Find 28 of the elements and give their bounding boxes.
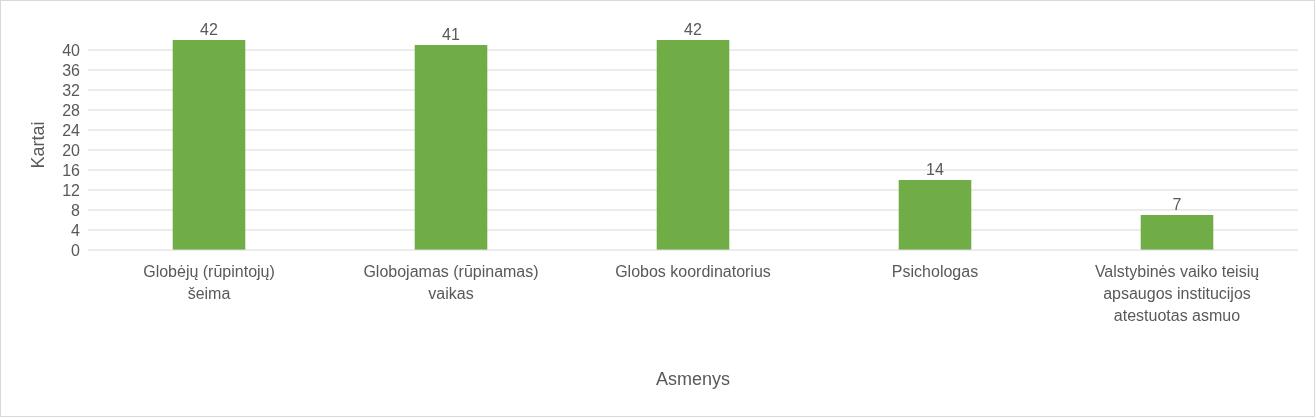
y-tick-label: 28	[62, 101, 81, 119]
data-label: 7	[1172, 196, 1182, 213]
x-tick-label: Globojamas (rūpinamas) vaikas	[363, 263, 539, 302]
y-tick-label: 24	[62, 121, 81, 139]
y-tick-label: 4	[71, 221, 81, 239]
y-tick-label: 8	[71, 201, 81, 219]
x-tick-label: Globos koordinatorius	[615, 263, 771, 280]
x-axis-title: Asmenys	[655, 369, 731, 389]
y-tick-label: 40	[62, 41, 81, 59]
y-tick-label: 20	[62, 141, 81, 159]
y-tick-label: 16	[62, 161, 81, 179]
bar	[1140, 215, 1214, 250]
y-tick-label: 36	[62, 61, 81, 79]
x-tick-label: Globėjų (rūpintojų) šeima	[143, 263, 275, 302]
y-axis-title: Kartai	[28, 121, 48, 169]
bar	[656, 40, 730, 250]
data-label: 14	[926, 161, 944, 178]
y-tick-label: 0	[71, 241, 81, 259]
x-tick-label: Valstybinės vaiko teisių apsaugos institucijos atestuotas asmuo	[1094, 263, 1260, 324]
x-tick-label: Psichologas	[891, 263, 979, 280]
bar	[172, 40, 246, 250]
data-label: 42	[200, 21, 218, 38]
y-tick-label: 12	[62, 181, 81, 199]
data-label: 41	[442, 26, 460, 43]
bar	[414, 45, 488, 250]
bar	[898, 180, 972, 250]
data-label: 42	[684, 21, 702, 38]
y-tick-label: 32	[62, 81, 81, 99]
